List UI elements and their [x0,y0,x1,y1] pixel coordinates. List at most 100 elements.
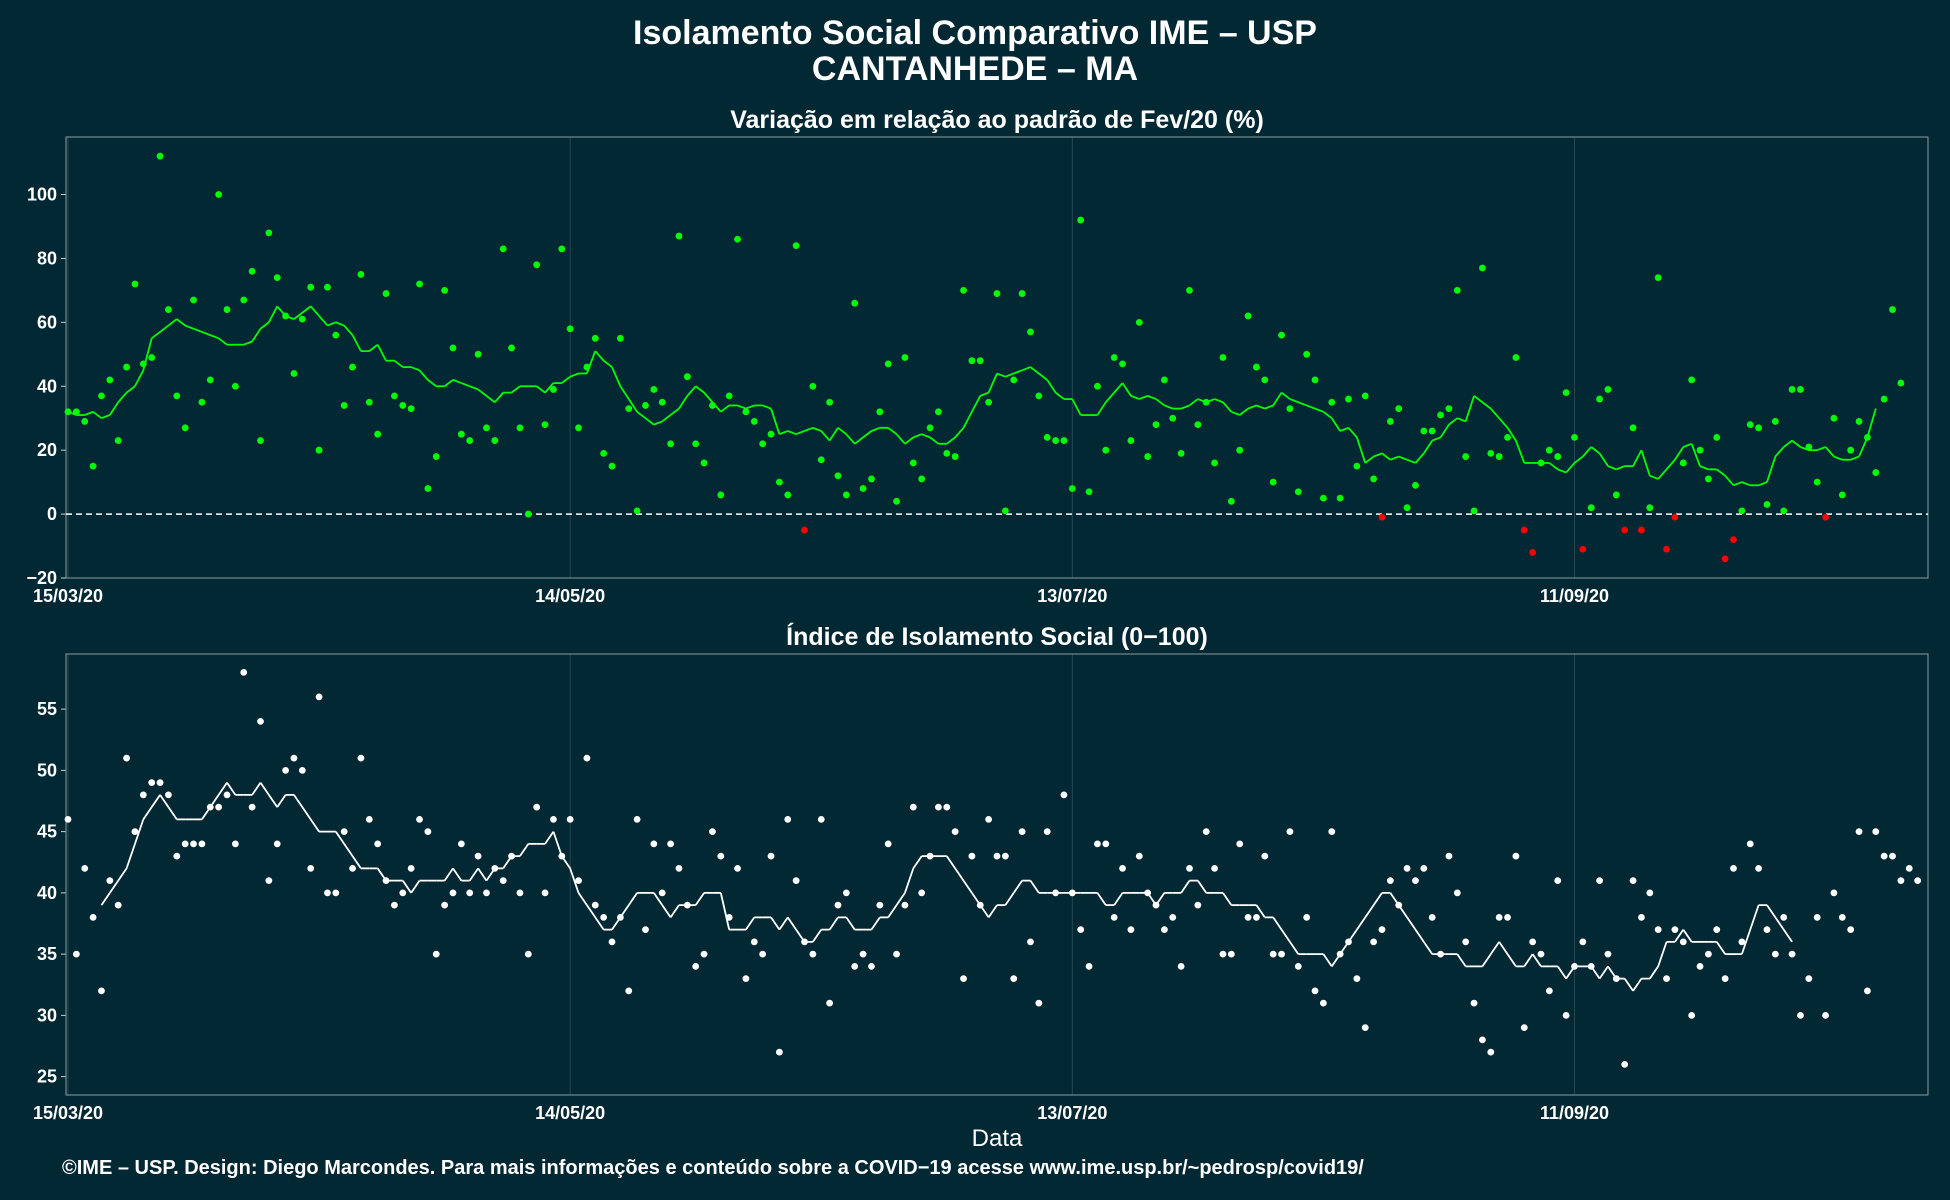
series-line-segment [1406,916,1417,931]
data-point [1236,840,1244,848]
data-point [616,913,624,921]
data-point [633,507,641,515]
data-point [1897,379,1905,387]
data-point [1211,864,1219,872]
data-point [993,290,1001,297]
data-point [491,864,499,872]
series-line-segment [1431,436,1441,442]
x-tick-label: 13/07/20 [1037,586,1107,606]
data-point [399,402,407,409]
panel-border [65,653,1929,1096]
data-point [391,901,398,909]
data-point [734,864,741,872]
series-line-segment [1490,408,1500,419]
data-point [767,852,775,860]
data-point [1010,376,1018,384]
y-tick-label: 30 [37,1005,57,1025]
series-line-segment [962,880,973,894]
series-line-segment [594,916,605,931]
data-point [976,901,984,909]
series-line-segment [778,916,789,931]
data-point [139,791,147,799]
data-point [407,864,415,872]
data-point [165,306,172,313]
series-line-segment [845,433,856,445]
data-point [1512,354,1520,361]
data-point [357,271,365,278]
series-line-segment [946,855,956,869]
data-point [273,840,281,848]
series-line-segment [979,391,989,397]
data-point [717,491,725,499]
series-line-segment [1372,892,1383,906]
data-point [1345,395,1352,403]
data-point [1194,901,1202,909]
data-point [1897,877,1905,885]
series-line-segment [636,411,647,419]
data-point [298,315,306,323]
series-line-segment [1147,395,1157,400]
data-point [1311,987,1319,995]
data-point [1688,376,1696,384]
data-point [893,950,900,958]
series-line-segment [427,379,437,387]
y-tick-label: 20 [37,440,57,460]
data-point [206,376,214,384]
data-point [951,453,959,460]
series-line-segment [310,305,320,317]
data-point [658,889,666,897]
series-line-segment [946,436,956,445]
series-line-segment [870,916,881,931]
series-line-segment [301,305,312,314]
data-point [1445,405,1453,413]
series-line-segment [259,782,270,796]
panel-1: Variação em relação ao padrão de Fev/20 … [26,106,1929,606]
series-line-segment [92,411,103,419]
data-point [508,852,515,860]
data-point [307,283,315,291]
data-point [1495,453,1503,460]
data-point [1194,421,1202,429]
data-point [1646,889,1654,897]
data-point [1160,376,1168,384]
data-point [483,889,490,897]
series-line-segment [1280,929,1291,943]
series-line-segment [644,417,655,426]
data-point [1160,926,1168,934]
data-point [181,840,189,848]
series-line-segment [720,404,730,413]
data-point [1771,418,1779,425]
data-point [809,382,817,390]
series-line-segment [862,430,873,439]
x-tick-label: 13/07/20 [1037,1103,1107,1123]
series-line-segment [519,843,530,857]
series-line-segment [100,892,111,906]
data-point [1470,999,1478,1007]
data-point [1378,926,1386,934]
panel-title: Variação em relação ao padrão de Fev/20 … [730,106,1264,134]
series-line-segment [1498,941,1509,955]
data-point [1788,386,1796,393]
data-point [449,889,457,897]
panel-border [65,136,1929,579]
data-point [533,261,541,269]
data-point [901,901,909,909]
data-point [1813,913,1821,921]
series-line-segment [912,433,922,439]
series-line-segment [1590,446,1601,455]
series-line-segment [468,867,479,882]
series-line-segment [1766,904,1777,918]
data-point [1571,962,1578,970]
data-point [1554,453,1562,460]
series-line-segment [477,388,488,397]
data-point [817,456,825,464]
series-line-segment [987,373,998,394]
data-point [1612,491,1620,499]
data-point [750,938,758,946]
data-point [1085,488,1093,496]
data-point [1487,1048,1495,1056]
data-point [114,901,122,909]
series-line-segment [117,867,128,882]
data-point [859,485,867,492]
